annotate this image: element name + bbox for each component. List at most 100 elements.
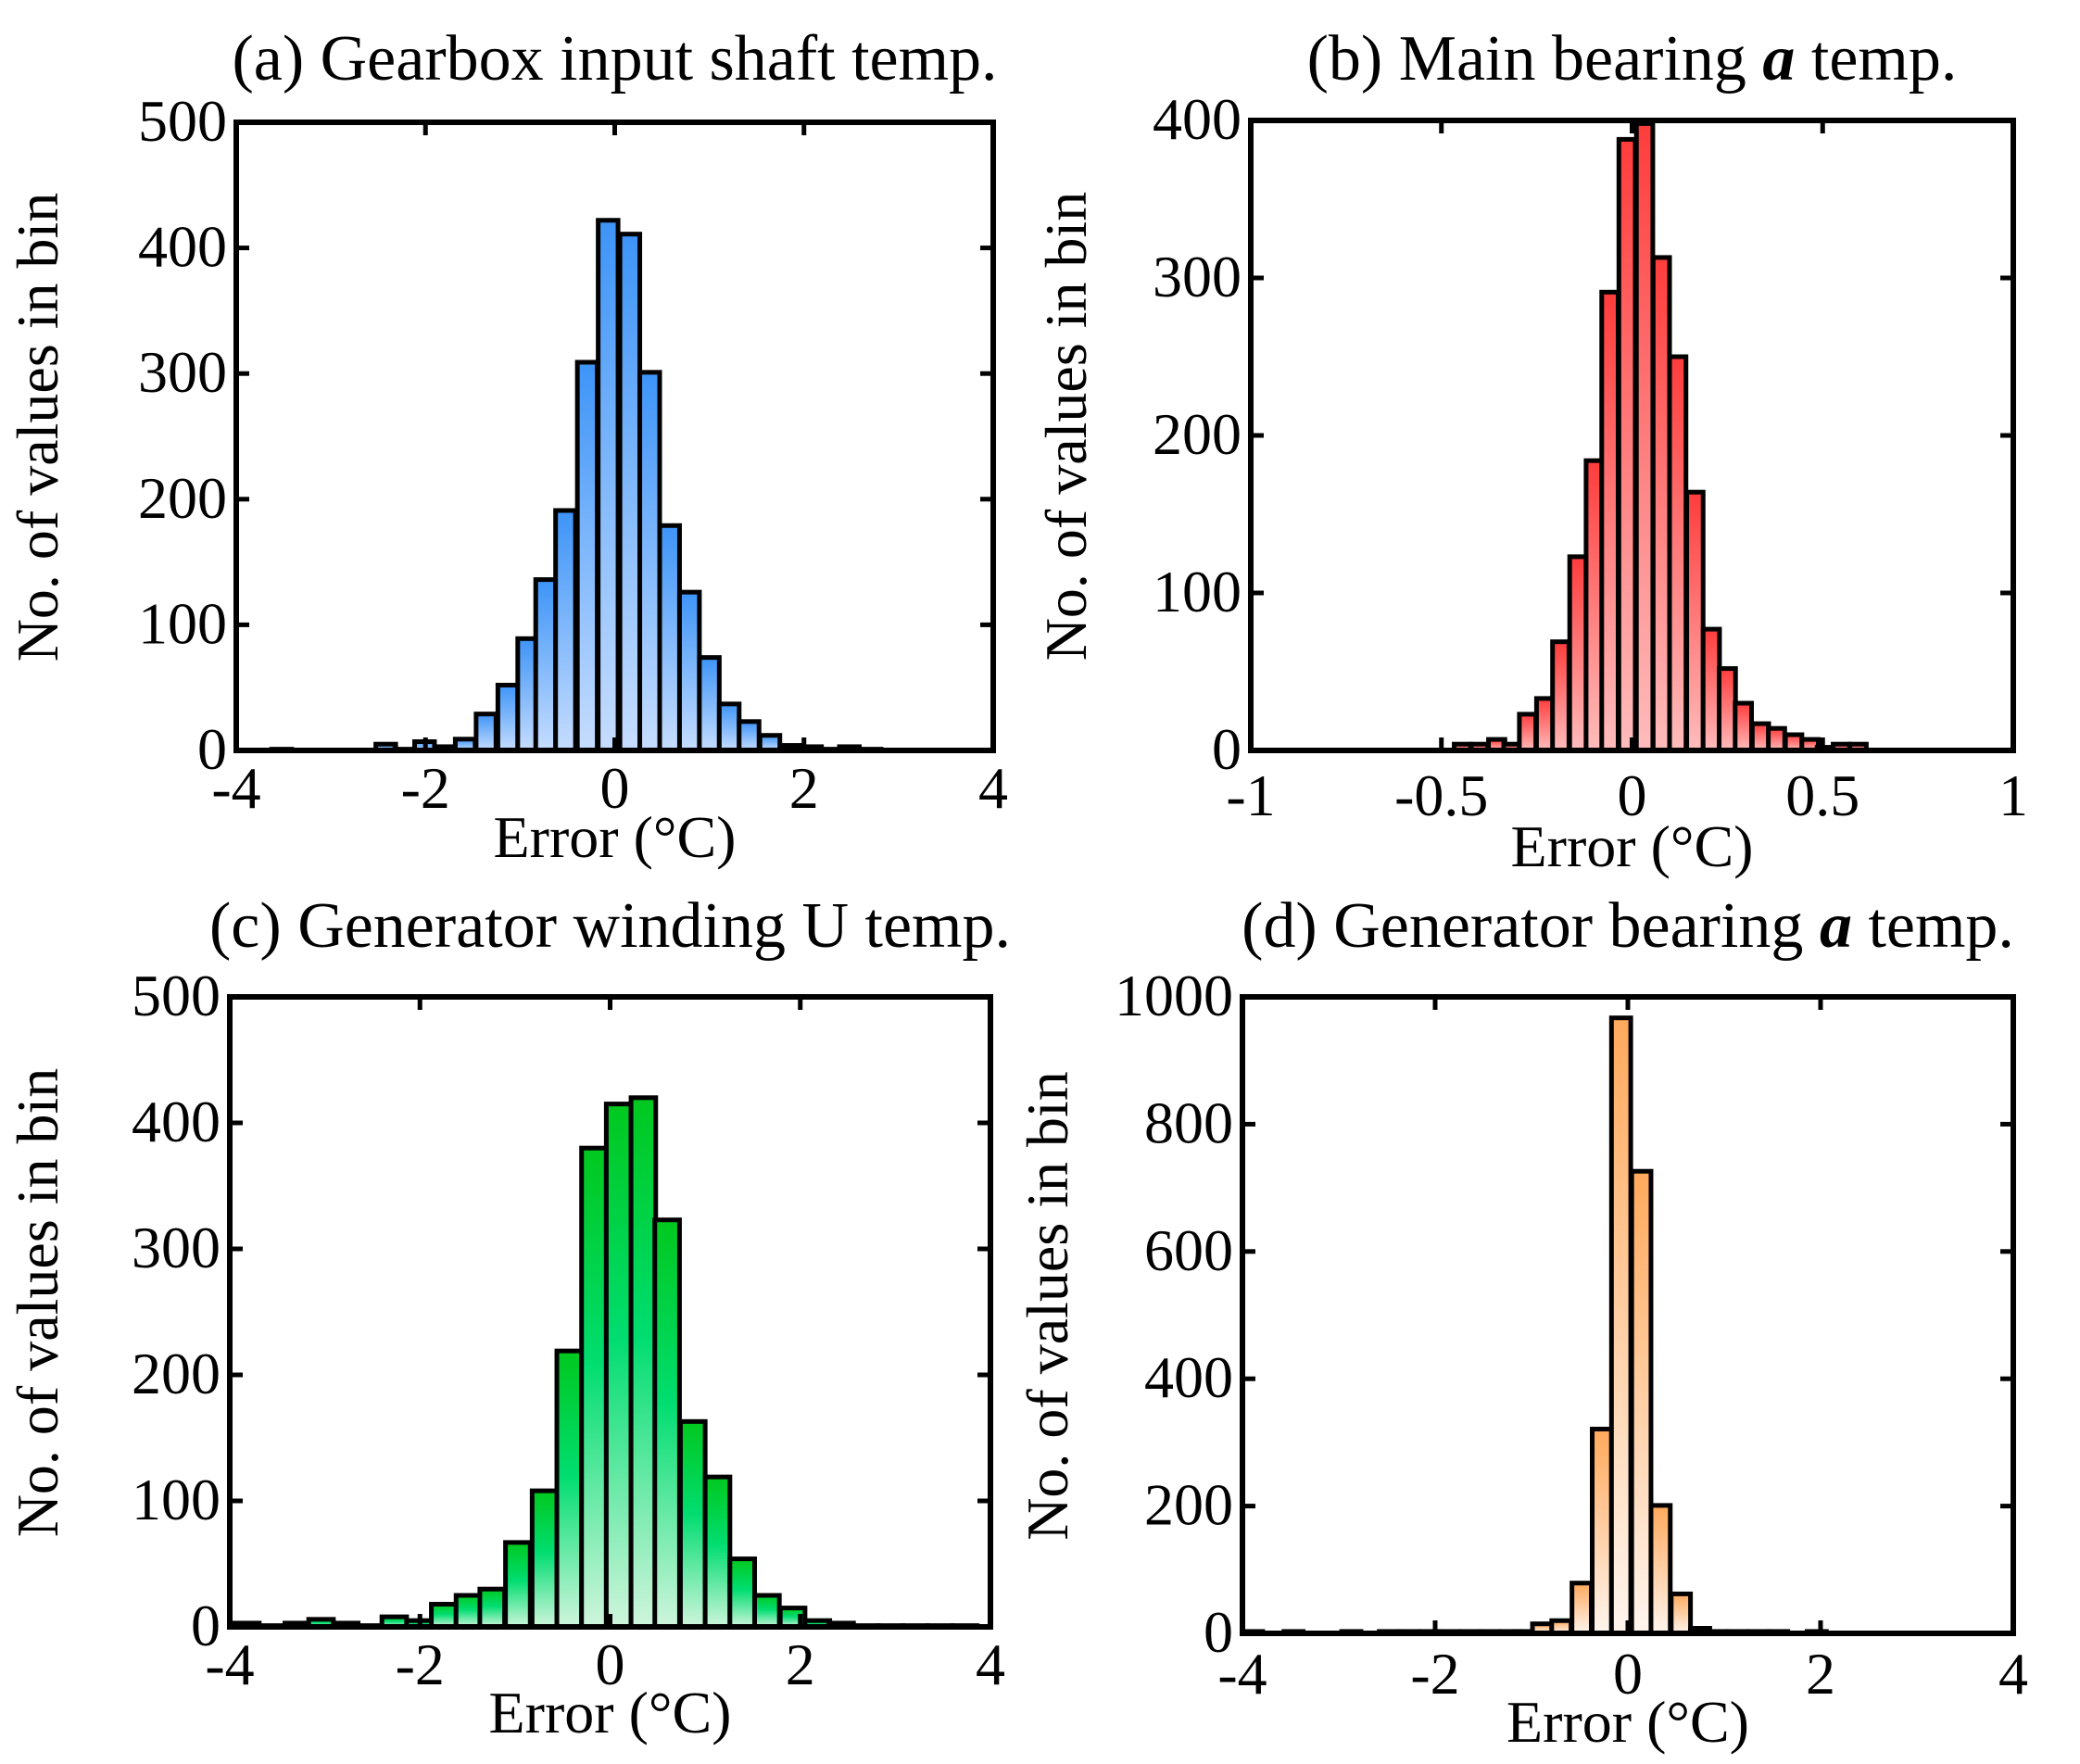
x-tick-label: -0.5 [1394,762,1488,828]
histogram-bar [628,1095,659,1630]
title-emphasis: a [1820,890,1852,962]
histogram-bar [716,701,742,753]
title-text: (b) Main bearing [1307,23,1763,94]
y-tick-label: 1000 [1115,963,1233,1028]
x-tick-label: 2 [789,755,819,821]
y-axis-label: No. of values in bin [1033,192,1099,662]
y-tick-label: 400 [132,1089,221,1154]
y-tick-label: 0 [1212,716,1242,782]
y-tick-label: 400 [1153,86,1242,152]
histogram-bar [617,232,643,753]
x-tick-label: 0 [1613,1641,1643,1707]
histogram-bar [1629,1168,1654,1636]
x-axis-label: Error (°C) [494,804,737,870]
y-tick-label: 300 [132,1215,221,1280]
y-tick-label: 800 [1144,1090,1233,1155]
subplot-b: -1 -0.5 0 0.5 1 0 100 200 300 400 (b) Main bearing… [1033,23,2028,879]
histogram-bar [603,1102,634,1630]
histogram-bar [429,1602,459,1630]
histogram-bar [727,1556,757,1630]
histogram-bar [702,1474,733,1630]
x-tick-label: 2 [786,1632,815,1697]
title-text: temp. [1852,890,2014,962]
histogram-bar [1684,489,1706,753]
histogram-bar [579,1145,609,1630]
histogram-bar [1766,725,1787,753]
histogram-bar [453,1593,484,1630]
y-tick-label: 600 [1144,1217,1233,1283]
y-tick-label: 200 [1144,1472,1233,1538]
x-tick-label: 0 [596,1632,625,1697]
histogram-bar [657,523,682,753]
histogram-bar [737,719,762,753]
histogram-bar [473,712,498,753]
y-tick-label: 100 [138,590,227,656]
histogram-bar [1599,289,1620,753]
histogram-bar [533,577,559,753]
y-axis-label: No. of values in bin [1015,1071,1080,1541]
histogram-bar [554,1348,585,1630]
histogram-bar [1550,639,1571,753]
x-tick-label: 4 [1998,1641,2028,1707]
histogram-bar [1650,255,1672,753]
title-emphasis: a [1762,23,1795,94]
x-tick-label: 0.5 [1785,762,1859,828]
histogram-bar [596,218,621,753]
x-tick-label: 4 [978,755,1008,821]
histogram-bar [553,508,578,753]
histogram-bar [1669,1591,1694,1636]
x-tick-label: 2 [1806,1641,1835,1707]
x-tick-label: -2 [1410,1641,1459,1707]
histogram-bar [1590,1426,1614,1636]
x-tick-label: -2 [396,1632,445,1697]
y-tick-label: 0 [1204,1599,1233,1665]
histogram-bar [652,1217,682,1630]
x-axis-label: Error (°C) [489,1680,732,1745]
subplot-title: (d) Generator bearing a temp. [1242,890,2014,962]
x-tick-label: -4 [211,755,260,821]
y-tick-label: 100 [132,1467,221,1532]
x-tick-label: -4 [1217,1641,1267,1707]
x-tick-label: -1 [1226,762,1275,828]
histogram-bar [1517,712,1539,753]
subplot-a: -4 -2 0 2 4 0 100 200 300 400 500(a) Gearbox input… [5,23,1008,870]
histogram-bar [1616,136,1638,753]
y-tick-label: 300 [1153,244,1242,309]
x-axis-label: Error (°C) [1511,813,1754,879]
histogram-bar [1733,700,1755,753]
title-text: temp. [1795,23,1957,94]
x-tick-label: 4 [976,1632,1005,1697]
x-tick-label: -2 [401,755,450,821]
histogram-bar [677,1418,708,1630]
y-tick-label: 500 [138,88,227,154]
histogram-bar [574,359,600,753]
histogram-bar [1648,1503,1673,1636]
y-tick-label: 200 [138,465,227,531]
title-text: (c) Generator winding U temp. [209,890,1011,962]
histogram-bar [1608,1015,1633,1636]
y-tick-label: 500 [132,963,221,1028]
x-tick-label: 0 [600,755,630,821]
histogram-bar [495,682,521,753]
subplot-title: (c) Generator winding U temp. [209,890,1011,962]
y-tick-label: 200 [132,1341,221,1406]
histogram-bar [529,1488,560,1630]
y-tick-label: 0 [197,716,227,782]
subplot-d: -4 -2 0 2 4 0 200 400 600 800 1000(d) Generator be… [1015,890,2028,1755]
histogram-bar [1633,120,1656,753]
histogram-bar [1667,354,1689,753]
y-tick-label: 100 [1153,559,1242,624]
y-axis-label: No. of values in bin [5,1068,70,1538]
histogram-bar [1567,554,1589,753]
y-tick-label: 0 [191,1593,221,1658]
y-axis-label: No. of values in bin [5,193,70,662]
subplot-title: (a) Gearbox input shaft temp. [232,23,997,94]
y-tick-label: 400 [1144,1344,1233,1410]
histogram-bar [676,589,702,753]
title-text: (d) Generator bearing [1242,890,1820,962]
title-text: (a) Gearbox input shaft temp. [232,23,997,94]
histogram-bar [697,655,722,753]
histogram-bar [477,1586,508,1630]
x-tick-label: 1 [1998,762,2028,828]
histogram-bar [1569,1581,1594,1636]
